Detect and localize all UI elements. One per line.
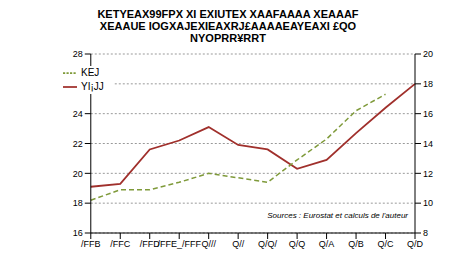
svg-text:12: 12: [423, 169, 433, 179]
svg-text:20: 20: [423, 49, 433, 59]
html-text:KEJ: KEJ: [81, 66, 100, 78]
svg-text:18: 18: [423, 79, 433, 89]
svg-text:28: 28: [73, 49, 83, 59]
svg-text:Q/Q/: Q/Q/: [258, 239, 278, 249]
svg-text:/FFC: /FFC: [110, 239, 130, 249]
svg-text:18: 18: [73, 198, 83, 208]
svg-text:Q/D: Q/D: [407, 239, 424, 249]
svg-text:Q/B: Q/B: [348, 239, 364, 249]
svg-text:26: 26: [73, 79, 83, 89]
svg-text:/FFE_/FFF: /FFE_/FFF: [157, 239, 201, 249]
svg-text:16: 16: [73, 228, 83, 238]
svg-text:Q/C: Q/C: [378, 239, 395, 249]
html-text:Sources : Eurostat et calculs: Sources : Eurostat et calculs de l'auteu…: [267, 211, 408, 220]
svg-text:/FFB: /FFB: [81, 239, 101, 249]
svg-text:20: 20: [73, 169, 83, 179]
svg-text:Q/Q: Q/Q: [289, 239, 306, 249]
svg-text:16: 16: [423, 109, 433, 119]
html-text:KETYEAX99FPX XI EXIUTEX XAAFAA: KETYEAX99FPX XI EXIUTEX XAAFAAAA XEAAAF …: [97, 8, 359, 44]
svg-text:Q//: Q//: [232, 239, 245, 249]
svg-text:Q///: Q///: [201, 239, 216, 249]
svg-text:24: 24: [73, 109, 83, 119]
html-text:YI¡JJ: YI¡JJ: [81, 80, 104, 92]
svg-text:22: 22: [73, 139, 83, 149]
svg-text:Q/A: Q/A: [319, 239, 335, 249]
svg-text:8: 8: [423, 228, 428, 238]
svg-text:/FFD: /FFD: [139, 239, 160, 250]
svg-text:14: 14: [423, 139, 433, 149]
svg-text:10: 10: [423, 198, 433, 208]
